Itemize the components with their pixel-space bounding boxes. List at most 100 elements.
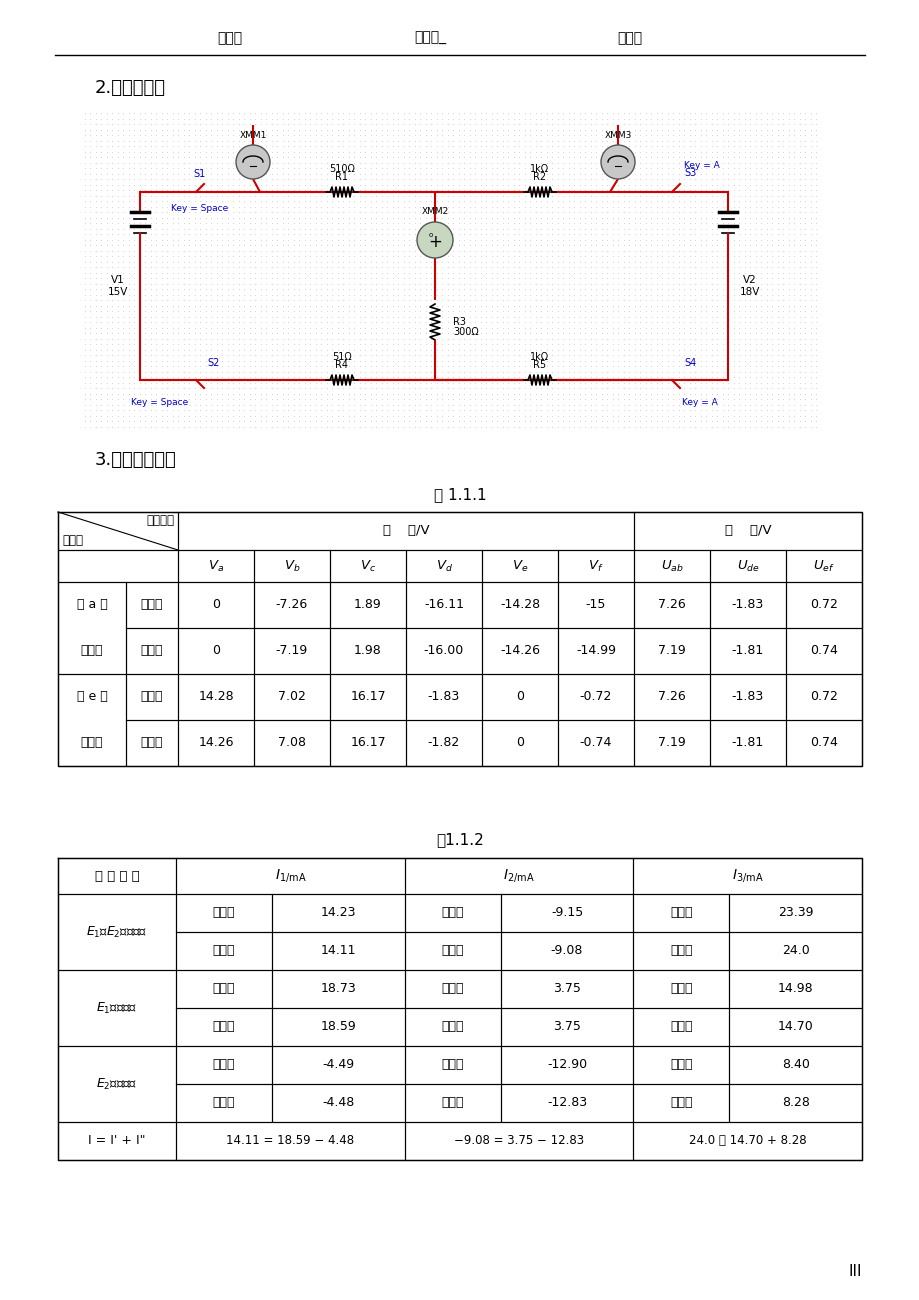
Text: 测量内容: 测量内容 xyxy=(146,515,174,528)
Text: III: III xyxy=(847,1265,861,1279)
Text: 7.26: 7.26 xyxy=(657,598,686,611)
Circle shape xyxy=(416,222,452,257)
Text: 14.70: 14.70 xyxy=(777,1020,812,1034)
Text: S2: S2 xyxy=(208,358,220,368)
Text: $I_{2/\mathrm{mA}}$: $I_{2/\mathrm{mA}}$ xyxy=(503,867,534,884)
Text: 14.26: 14.26 xyxy=(198,737,233,750)
Text: 理论值: 理论值 xyxy=(212,906,235,919)
Text: R5: R5 xyxy=(533,360,546,370)
Text: 测量值: 测量值 xyxy=(212,945,235,958)
Text: -14.28: -14.28 xyxy=(499,598,539,611)
Text: 7.19: 7.19 xyxy=(657,645,686,658)
Text: 理论值: 理论值 xyxy=(141,690,163,703)
Text: $V_d$: $V_d$ xyxy=(435,559,452,573)
Text: -9.08: -9.08 xyxy=(550,945,583,958)
Text: -1.83: -1.83 xyxy=(427,690,460,703)
Text: 0.74: 0.74 xyxy=(810,645,837,658)
Text: R4: R4 xyxy=(335,360,348,370)
Text: 电    压/V: 电 压/V xyxy=(724,524,770,537)
Text: S4: S4 xyxy=(683,358,696,368)
Text: 以 e 为: 以 e 为 xyxy=(76,690,108,703)
Text: 7.19: 7.19 xyxy=(657,737,686,750)
Text: Key = Space: Key = Space xyxy=(171,204,229,213)
Text: $U_{ef}$: $U_{ef}$ xyxy=(812,559,834,573)
Text: 理论值: 理论值 xyxy=(141,598,163,611)
Text: 测量值: 测量值 xyxy=(441,945,463,958)
Text: 8.28: 8.28 xyxy=(781,1096,809,1109)
Text: 理论值: 理论值 xyxy=(441,906,463,919)
Text: $V_f$: $V_f$ xyxy=(587,559,603,573)
Text: $V_c$: $V_c$ xyxy=(359,559,376,573)
Text: -12.83: -12.83 xyxy=(547,1096,586,1109)
Text: 3.75: 3.75 xyxy=(552,983,580,996)
Text: 2.实验电路图: 2.实验电路图 xyxy=(95,79,165,98)
Text: -16.11: -16.11 xyxy=(424,598,463,611)
Text: S3: S3 xyxy=(683,168,696,178)
Text: -16.00: -16.00 xyxy=(424,645,463,658)
Text: 51Ω: 51Ω xyxy=(332,352,351,361)
Text: 测 量 条 件: 测 量 条 件 xyxy=(95,870,139,883)
Text: R1: R1 xyxy=(335,172,348,182)
Text: -9.15: -9.15 xyxy=(550,906,583,919)
Text: 测量值: 测量值 xyxy=(669,945,692,958)
Text: 表 1.1.1: 表 1.1.1 xyxy=(433,488,486,503)
Text: $U_{ab}$: $U_{ab}$ xyxy=(660,559,683,573)
Text: 学号：: 学号： xyxy=(617,31,641,46)
Text: −9.08 = 3.75 − 12.83: −9.08 = 3.75 − 12.83 xyxy=(453,1135,584,1148)
Text: 以 a 为: 以 a 为 xyxy=(76,598,108,611)
Text: 1kΩ: 1kΩ xyxy=(530,164,549,174)
Text: 8.40: 8.40 xyxy=(781,1058,809,1071)
Text: 3.实验测量表格: 3.实验测量表格 xyxy=(95,451,176,469)
Text: 14.11: 14.11 xyxy=(320,945,356,958)
Text: XMM2: XMM2 xyxy=(421,207,448,216)
Text: Key = A: Key = A xyxy=(682,398,717,407)
Text: 参考点: 参考点 xyxy=(81,737,103,750)
Text: +: + xyxy=(427,233,441,251)
Text: 0.72: 0.72 xyxy=(810,598,837,611)
Text: 1.98: 1.98 xyxy=(354,645,381,658)
Text: 14.98: 14.98 xyxy=(777,983,812,996)
Text: $E_1$、$E_2$共同作用: $E_1$、$E_2$共同作用 xyxy=(86,924,147,940)
Text: 0.74: 0.74 xyxy=(810,737,837,750)
Text: 510Ω: 510Ω xyxy=(329,164,355,174)
Text: -14.99: -14.99 xyxy=(575,645,616,658)
Text: 理论值: 理论值 xyxy=(669,1058,692,1071)
Text: R2: R2 xyxy=(533,172,546,182)
Text: 23.39: 23.39 xyxy=(777,906,812,919)
Text: $V_b$: $V_b$ xyxy=(283,559,300,573)
Text: 测量值: 测量值 xyxy=(141,737,163,750)
Circle shape xyxy=(236,146,269,179)
Text: $I_{1/\mathrm{mA}}$: $I_{1/\mathrm{mA}}$ xyxy=(274,867,306,884)
Text: 姓名：_: 姓名：_ xyxy=(414,31,446,46)
Text: 0: 0 xyxy=(516,690,524,703)
Text: 24.0: 24.0 xyxy=(781,945,809,958)
Text: 7.26: 7.26 xyxy=(657,690,686,703)
Text: -14.26: -14.26 xyxy=(499,645,539,658)
Text: V1
15V: V1 15V xyxy=(108,276,128,296)
Text: $E_1$单独作用: $E_1$单独作用 xyxy=(96,1001,137,1015)
Text: 1kΩ: 1kΩ xyxy=(530,352,549,361)
Text: $E_2$单独作用: $E_2$单独作用 xyxy=(96,1076,137,1092)
Text: XMM3: XMM3 xyxy=(604,131,631,140)
Text: 7.08: 7.08 xyxy=(278,737,306,750)
Text: 0: 0 xyxy=(516,737,524,750)
Text: 理论值: 理论值 xyxy=(669,906,692,919)
Text: 测量值: 测量值 xyxy=(212,1020,235,1034)
Circle shape xyxy=(600,146,634,179)
Text: -1.83: -1.83 xyxy=(732,598,764,611)
Text: 24.0 ～ 14.70 + 8.28: 24.0 ～ 14.70 + 8.28 xyxy=(688,1135,806,1148)
Text: 理论值: 理论值 xyxy=(669,983,692,996)
Text: 300Ω: 300Ω xyxy=(452,328,478,337)
Text: 参考点: 参考点 xyxy=(81,645,103,658)
Text: -1.82: -1.82 xyxy=(427,737,460,750)
Text: $V_e$: $V_e$ xyxy=(511,559,528,573)
Text: R3: R3 xyxy=(452,317,466,328)
Text: -4.49: -4.49 xyxy=(322,1058,354,1071)
Text: 14.11 = 18.59 − 4.48: 14.11 = 18.59 − 4.48 xyxy=(226,1135,354,1148)
Text: 测量值: 测量值 xyxy=(441,1020,463,1034)
Text: V2
18V: V2 18V xyxy=(739,276,759,296)
Text: -1.81: -1.81 xyxy=(732,737,764,750)
Text: 14.28: 14.28 xyxy=(198,690,233,703)
Text: 0: 0 xyxy=(211,645,220,658)
Text: -0.72: -0.72 xyxy=(579,690,611,703)
